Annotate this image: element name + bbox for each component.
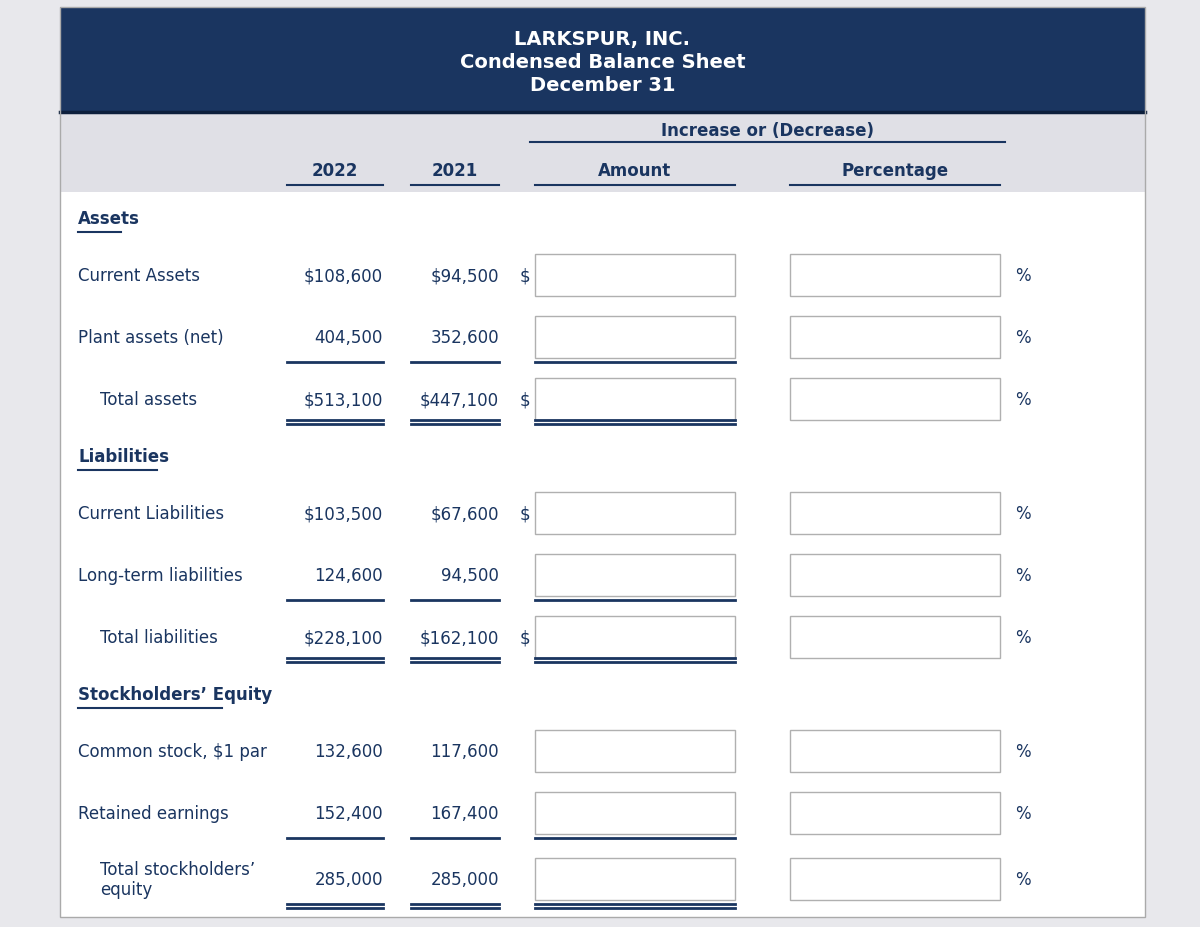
Text: Plant assets (net): Plant assets (net) bbox=[78, 329, 223, 347]
Text: 94,500: 94,500 bbox=[442, 566, 499, 584]
Text: Increase or (Decrease): Increase or (Decrease) bbox=[661, 121, 874, 140]
Text: %: % bbox=[1015, 329, 1031, 347]
Text: 152,400: 152,400 bbox=[314, 804, 383, 822]
Bar bbox=[535, 317, 734, 359]
Bar bbox=[60, 193, 1145, 917]
Text: $: $ bbox=[520, 390, 530, 409]
Text: Total assets: Total assets bbox=[100, 390, 197, 409]
Text: 2022: 2022 bbox=[312, 162, 358, 180]
Bar bbox=[790, 858, 1000, 900]
Text: Amount: Amount bbox=[599, 162, 672, 180]
Text: $94,500: $94,500 bbox=[431, 267, 499, 285]
Text: %: % bbox=[1015, 566, 1031, 584]
Bar bbox=[790, 616, 1000, 658]
Bar bbox=[535, 378, 734, 421]
Text: $103,500: $103,500 bbox=[304, 504, 383, 523]
Bar bbox=[535, 255, 734, 297]
Text: Common stock, $1 par: Common stock, $1 par bbox=[78, 743, 266, 760]
Text: $: $ bbox=[520, 504, 530, 523]
Text: 285,000: 285,000 bbox=[431, 870, 499, 888]
Text: %: % bbox=[1015, 629, 1031, 646]
Text: Percentage: Percentage bbox=[841, 162, 948, 180]
Text: Condensed Balance Sheet: Condensed Balance Sheet bbox=[460, 53, 745, 72]
Text: 167,400: 167,400 bbox=[431, 804, 499, 822]
Bar bbox=[60, 8, 1145, 113]
Bar bbox=[790, 378, 1000, 421]
Text: Total liabilities: Total liabilities bbox=[100, 629, 218, 646]
Bar bbox=[535, 858, 734, 900]
Text: December 31: December 31 bbox=[529, 76, 676, 95]
Text: %: % bbox=[1015, 504, 1031, 523]
Text: 132,600: 132,600 bbox=[314, 743, 383, 760]
Bar bbox=[535, 730, 734, 772]
Text: $: $ bbox=[520, 629, 530, 646]
Text: $228,100: $228,100 bbox=[304, 629, 383, 646]
Bar bbox=[790, 793, 1000, 834]
Text: Long-term liabilities: Long-term liabilities bbox=[78, 566, 242, 584]
Text: %: % bbox=[1015, 870, 1031, 888]
Text: 285,000: 285,000 bbox=[314, 870, 383, 888]
Bar bbox=[535, 554, 734, 596]
Bar bbox=[790, 730, 1000, 772]
Text: Current Liabilities: Current Liabilities bbox=[78, 504, 224, 523]
Text: Liabilities: Liabilities bbox=[78, 448, 169, 465]
Text: Assets: Assets bbox=[78, 210, 140, 228]
Text: %: % bbox=[1015, 267, 1031, 285]
Bar bbox=[60, 113, 1145, 193]
Text: %: % bbox=[1015, 390, 1031, 409]
Text: 404,500: 404,500 bbox=[314, 329, 383, 347]
Bar bbox=[535, 616, 734, 658]
Text: Total stockholders’
equity: Total stockholders’ equity bbox=[100, 859, 256, 898]
Text: 117,600: 117,600 bbox=[431, 743, 499, 760]
Text: 352,600: 352,600 bbox=[431, 329, 499, 347]
Text: LARKSPUR, INC.: LARKSPUR, INC. bbox=[515, 30, 690, 49]
Text: 124,600: 124,600 bbox=[314, 566, 383, 584]
Bar bbox=[535, 793, 734, 834]
Text: $108,600: $108,600 bbox=[304, 267, 383, 285]
Text: $162,100: $162,100 bbox=[420, 629, 499, 646]
Text: $: $ bbox=[520, 267, 530, 285]
Text: Current Assets: Current Assets bbox=[78, 267, 200, 285]
Text: Stockholders’ Equity: Stockholders’ Equity bbox=[78, 685, 272, 704]
Text: 2021: 2021 bbox=[432, 162, 478, 180]
Text: %: % bbox=[1015, 804, 1031, 822]
Bar bbox=[790, 317, 1000, 359]
Bar bbox=[790, 492, 1000, 535]
Text: Retained earnings: Retained earnings bbox=[78, 804, 229, 822]
Bar bbox=[535, 492, 734, 535]
Text: $513,100: $513,100 bbox=[304, 390, 383, 409]
Text: $447,100: $447,100 bbox=[420, 390, 499, 409]
Bar bbox=[790, 255, 1000, 297]
Text: %: % bbox=[1015, 743, 1031, 760]
Text: $67,600: $67,600 bbox=[431, 504, 499, 523]
Bar bbox=[790, 554, 1000, 596]
